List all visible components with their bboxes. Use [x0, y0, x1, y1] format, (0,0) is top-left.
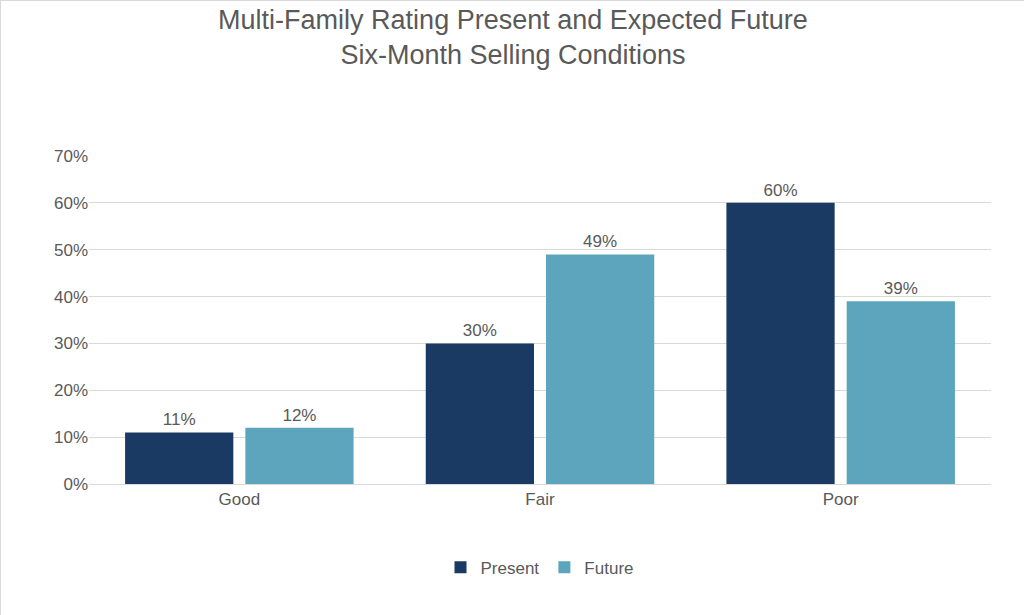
svg-text:70%: 70% [54, 147, 88, 166]
svg-text:30%: 30% [463, 321, 497, 340]
svg-text:Future: Future [584, 559, 633, 578]
svg-text:Good: Good [219, 490, 261, 509]
svg-text:40%: 40% [54, 288, 88, 307]
svg-text:49%: 49% [583, 232, 617, 251]
svg-text:10%: 10% [54, 428, 88, 447]
svg-text:11%: 11% [163, 410, 196, 429]
svg-text:60%: 60% [764, 181, 798, 200]
svg-text:12%: 12% [282, 406, 316, 425]
svg-text:0%: 0% [63, 475, 88, 494]
svg-text:60%: 60% [54, 194, 88, 213]
svg-text:30%: 30% [54, 334, 88, 353]
svg-text:Poor: Poor [823, 490, 859, 509]
svg-text:50%: 50% [54, 241, 88, 260]
svg-text:Fair: Fair [525, 490, 555, 509]
svg-text:39%: 39% [884, 279, 918, 298]
svg-text:20%: 20% [54, 381, 88, 400]
svg-text:Multi-Family Rating Present an: Multi-Family Rating Present and Expected… [218, 5, 808, 70]
svg-text:Present: Present [481, 559, 540, 578]
